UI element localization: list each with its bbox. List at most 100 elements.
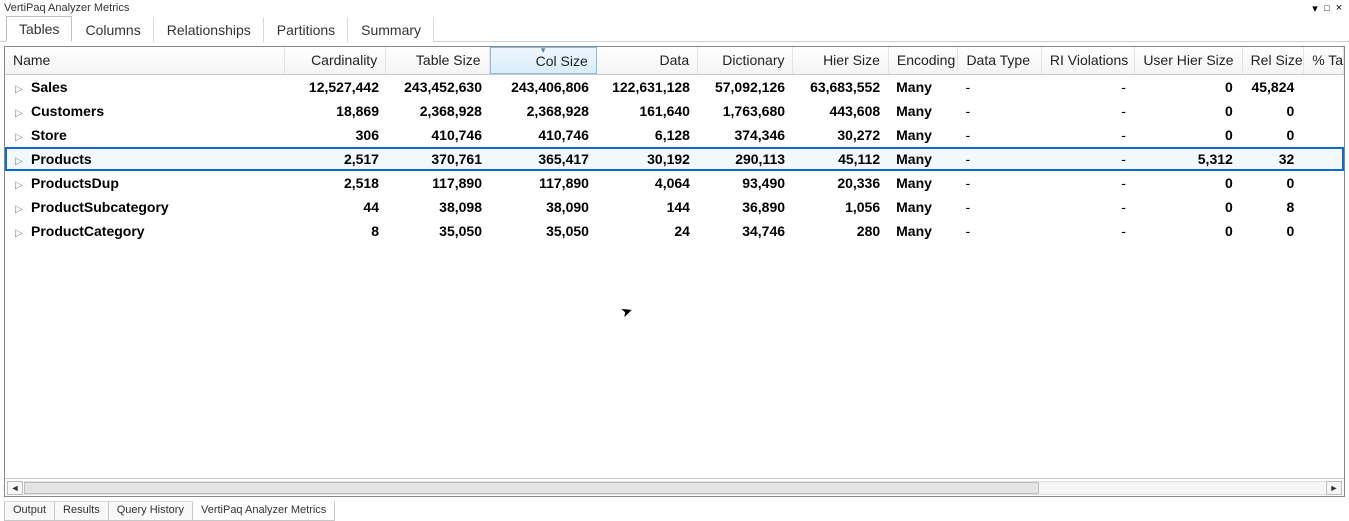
- cell-cardinality: 18,869: [286, 101, 387, 121]
- main-tab-summary[interactable]: Summary: [348, 17, 434, 42]
- scroll-track[interactable]: [24, 481, 1325, 495]
- cell-table_size: 117,890: [387, 173, 490, 193]
- cell-col_size: 35,050: [490, 221, 597, 241]
- panel-titlebar: VertiPaq Analyzer Metrics ▾ □ ×: [0, 0, 1349, 16]
- cell-table_size: 2,368,928: [387, 101, 490, 121]
- scroll-left-arrow-icon[interactable]: ◄: [7, 481, 23, 495]
- cell-pct_ta: [1302, 181, 1342, 185]
- expand-row-icon[interactable]: ▷: [15, 180, 25, 191]
- cell-col_size: 243,406,806: [490, 77, 597, 97]
- cell-data_type: -: [958, 77, 1041, 97]
- cell-pct_ta: [1302, 133, 1342, 137]
- panel-dropdown-icon[interactable]: ▾: [1309, 2, 1321, 15]
- main-tab-relationships[interactable]: Relationships: [154, 17, 264, 42]
- cell-pct_ta: [1302, 157, 1342, 161]
- column-header-encoding[interactable]: Encoding: [889, 47, 959, 74]
- cell-name: ▷Products: [7, 149, 286, 169]
- bottom-tab-query-history[interactable]: Query History: [108, 501, 193, 521]
- column-header-ri_viol[interactable]: RI Violations: [1042, 47, 1135, 74]
- column-header-data[interactable]: Data: [597, 47, 698, 74]
- main-tab-columns[interactable]: Columns: [72, 17, 153, 42]
- cell-data: 4,064: [597, 173, 698, 193]
- row-name-label: Customers: [31, 103, 104, 119]
- encoding-value: Many: [896, 103, 932, 119]
- cell-rel_size: 0: [1241, 101, 1302, 121]
- cell-dictionary: 34,746: [698, 221, 793, 241]
- column-header-pct_ta[interactable]: % Ta: [1304, 47, 1344, 74]
- table-row[interactable]: ▷Store306410,746410,7466,128374,34630,27…: [5, 123, 1344, 147]
- cell-cardinality: 306: [286, 125, 387, 145]
- column-header-rel_size[interactable]: Rel Size: [1243, 47, 1305, 74]
- cell-ri_viol: -: [1041, 149, 1134, 169]
- cell-data: 161,640: [597, 101, 698, 121]
- table-row[interactable]: ▷ProductsDup2,518117,890117,8904,06493,4…: [5, 171, 1344, 195]
- cell-name: ▷ Store: [7, 125, 286, 145]
- cell-encoding: Many: [888, 77, 957, 97]
- cell-data: 122,631,128: [597, 77, 698, 97]
- cell-cardinality: 12,527,442: [286, 77, 387, 97]
- cell-dictionary: 1,763,680: [698, 101, 793, 121]
- scroll-thumb[interactable]: [24, 482, 1039, 494]
- panel-close-icon[interactable]: ×: [1333, 2, 1345, 14]
- row-name-label: Store: [31, 127, 67, 143]
- cell-table_size: 243,452,630: [387, 77, 490, 97]
- cell-hier_size: 20,336: [793, 173, 888, 193]
- grid-header-row: NameCardinalityTable SizeCol SizeDataDic…: [5, 47, 1344, 75]
- cell-encoding: Many: [888, 221, 957, 241]
- table-row[interactable]: ▷ Sales 12,527,442243,452,630243,406,80612…: [5, 75, 1344, 99]
- cell-table_size: 38,098: [387, 197, 490, 217]
- table-row[interactable]: ▷Products2,517370,761365,41730,192290,11…: [5, 147, 1344, 171]
- cell-hier_size: 280: [793, 221, 888, 241]
- column-header-name[interactable]: Name: [5, 47, 285, 74]
- encoding-value: Many: [896, 175, 932, 191]
- cell-hier_size: 45,112: [793, 149, 888, 169]
- column-header-dictionary[interactable]: Dictionary: [698, 47, 793, 74]
- panel-pin-icon[interactable]: □: [1321, 3, 1333, 13]
- cell-encoding: Many: [888, 101, 957, 121]
- cell-data_type: -: [958, 197, 1041, 217]
- main-tab-tables[interactable]: Tables: [6, 16, 72, 42]
- cell-pct_ta: [1302, 229, 1342, 233]
- bottom-tab-output[interactable]: Output: [4, 501, 55, 521]
- cell-data: 30,192: [597, 149, 698, 169]
- scroll-right-arrow-icon[interactable]: ►: [1326, 481, 1342, 495]
- cell-hier_size: 1,056: [793, 197, 888, 217]
- cell-col_size: 365,417: [490, 149, 597, 169]
- expand-row-icon[interactable]: ▷: [15, 84, 25, 95]
- expand-row-icon[interactable]: ▷: [15, 228, 25, 239]
- column-header-cardinality[interactable]: Cardinality: [285, 47, 386, 74]
- cell-hier_size: 443,608: [793, 101, 888, 121]
- cell-rel_size: 8: [1241, 197, 1302, 217]
- cell-rel_size: 45,824: [1241, 77, 1302, 97]
- cell-hier_size: 63,683,552: [793, 77, 888, 97]
- cell-ri_viol: -: [1041, 173, 1134, 193]
- column-header-data_type[interactable]: Data Type: [958, 47, 1041, 74]
- cell-ri_viol: -: [1041, 101, 1134, 121]
- bottom-tab-vertipaq-analyzer-metrics[interactable]: VertiPaq Analyzer Metrics: [192, 501, 335, 521]
- expand-row-icon[interactable]: ▷: [15, 132, 25, 143]
- column-header-user_hier[interactable]: User Hier Size: [1135, 47, 1242, 74]
- cell-col_size: 2,368,928: [490, 101, 597, 121]
- row-name-label: Sales: [31, 79, 68, 95]
- cell-pct_ta: [1302, 205, 1342, 209]
- expand-row-icon[interactable]: ▷: [15, 156, 25, 167]
- row-name-label: ProductSubcategory: [31, 199, 169, 215]
- column-header-table_size[interactable]: Table Size: [386, 47, 489, 74]
- column-header-hier_size[interactable]: Hier Size: [793, 47, 888, 74]
- cell-name: ▷ProductsDup: [7, 173, 286, 193]
- expand-row-icon[interactable]: ▷: [15, 108, 25, 119]
- cell-table_size: 410,746: [387, 125, 490, 145]
- expand-row-icon[interactable]: ▷: [15, 204, 25, 215]
- table-row[interactable]: ▷ProductSubcategory4438,09838,09014436,8…: [5, 195, 1344, 219]
- table-row[interactable]: ▷ProductCategory835,05035,0502434,746280…: [5, 219, 1344, 243]
- grid-body[interactable]: ➤ ▷Sales12,527,442243,452,630243,406,806…: [5, 75, 1344, 478]
- horizontal-scrollbar[interactable]: ◄ ►: [5, 478, 1344, 496]
- bottom-tab-results[interactable]: Results: [54, 501, 109, 521]
- table-row[interactable]: ▷Customers18,8692,368,9282,368,928161,64…: [5, 99, 1344, 123]
- cell-data: 6,128: [597, 125, 698, 145]
- cell-dictionary: 93,490: [698, 173, 793, 193]
- cell-rel_size: 0: [1241, 125, 1302, 145]
- cell-hier_size: 30,272: [793, 125, 888, 145]
- main-tab-partitions[interactable]: Partitions: [264, 17, 348, 42]
- column-header-col_size[interactable]: Col Size: [490, 47, 597, 74]
